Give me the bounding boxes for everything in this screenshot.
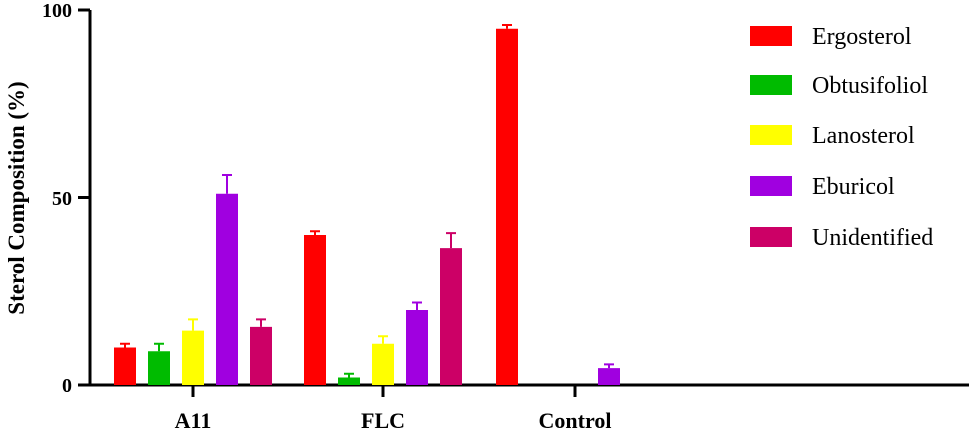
bar-flc-ergosterol — [304, 235, 326, 385]
legend-swatch-lanosterol — [750, 125, 792, 145]
bar-a11-eburicol — [216, 193, 238, 385]
y-tick-label-0: 0 — [62, 375, 72, 397]
bar-control-ergosterol — [496, 28, 518, 385]
legend-swatch-eburicol — [750, 176, 792, 196]
y-tick-label-50: 50 — [52, 188, 72, 210]
bar-a11-ergosterol — [114, 347, 136, 385]
legend-label-ergosterol: Ergosterol — [812, 24, 912, 50]
bars-group — [114, 24, 620, 385]
bar-control-eburicol — [598, 368, 620, 385]
y-axis-title: Sterol Composition (%) — [4, 81, 29, 314]
legend-label-unidentified: Unidentified — [812, 225, 933, 251]
y-tick-label-100: 100 — [42, 0, 72, 22]
bar-a11-obtusifoliol — [148, 351, 170, 385]
legend: Ergosterol Obtusifoliol Lanosterol Eburi… — [750, 24, 933, 251]
legend-label-lanosterol: Lanosterol — [812, 123, 915, 149]
x-axis: A11 FLC Control — [89, 383, 969, 433]
x-label-a11: A11 — [175, 408, 212, 433]
bar-a11-lanosterol — [182, 330, 204, 385]
legend-label-eburicol: Eburicol — [812, 174, 895, 200]
bar-flc-unidentified — [440, 248, 462, 385]
y-axis: 0 50 100 Sterol Composition (%) — [4, 0, 92, 397]
bar-flc-obtusifoliol — [338, 377, 360, 385]
x-label-flc: FLC — [361, 408, 405, 433]
bar-a11-unidentified — [250, 326, 272, 385]
legend-swatch-ergosterol — [750, 26, 792, 46]
bar-flc-eburicol — [406, 310, 428, 385]
legend-swatch-unidentified — [750, 227, 792, 247]
x-label-control: Control — [539, 408, 612, 433]
legend-label-obtusifoliol: Obtusifoliol — [812, 73, 928, 99]
legend-swatch-obtusifoliol — [750, 75, 792, 95]
bar-flc-lanosterol — [372, 343, 394, 385]
